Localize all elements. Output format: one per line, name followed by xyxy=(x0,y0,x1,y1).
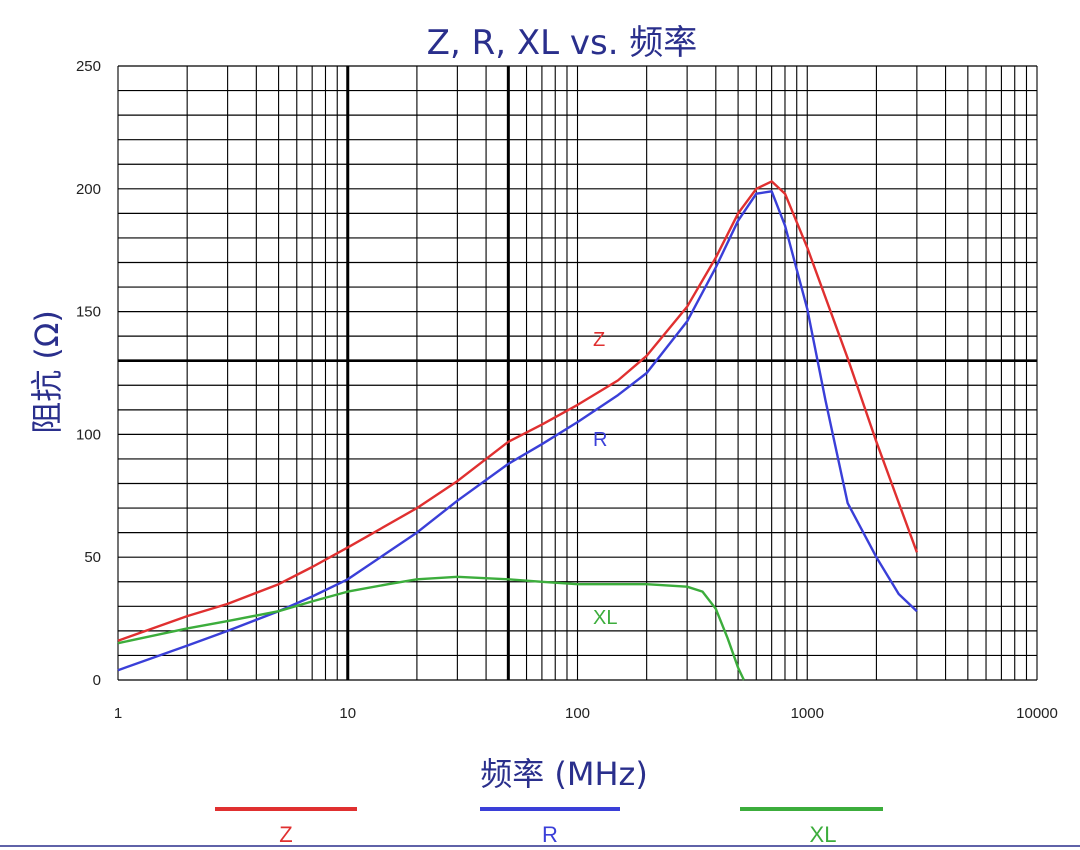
x-axis-title: 频率 (MHz) xyxy=(480,755,648,793)
y-tick-label: 50 xyxy=(84,549,101,566)
series-line-z xyxy=(117,180,919,642)
y-tick-label: 150 xyxy=(76,304,101,321)
chart-title: Z, R, XL vs. 频率 xyxy=(427,23,698,63)
x-tick-label: 10000 xyxy=(1016,705,1058,722)
curve-label-z: Z xyxy=(593,329,605,351)
y-tick-label: 250 xyxy=(76,58,101,75)
legend-label-r: R xyxy=(542,822,558,847)
curve-labels: Z R XL xyxy=(593,329,617,629)
y-axis-title: 阻抗 (Ω) xyxy=(28,310,66,434)
series-lines xyxy=(117,180,919,681)
x-tick-label: 1000 xyxy=(791,705,824,722)
x-tick-label: 100 xyxy=(565,705,590,722)
x-tick-label: 1 xyxy=(114,705,122,722)
series-line-r xyxy=(117,190,918,672)
legend-label-z: Z xyxy=(279,822,292,847)
curve-label-xl: XL xyxy=(593,607,617,629)
y-tick-label: 0 xyxy=(93,672,101,689)
series-line-xl xyxy=(117,575,745,681)
tick-labels: 0 50 100 150 200 250 1 10 100 1000 10000 xyxy=(76,58,1058,722)
curve-label-r: R xyxy=(593,429,607,451)
x-tick-label: 10 xyxy=(339,705,356,722)
grid xyxy=(117,65,1038,681)
y-tick-label: 200 xyxy=(76,181,101,198)
y-tick-label: 100 xyxy=(76,426,101,443)
legend-label-xl: XL xyxy=(810,822,837,847)
legend: Z R XL xyxy=(215,807,883,847)
